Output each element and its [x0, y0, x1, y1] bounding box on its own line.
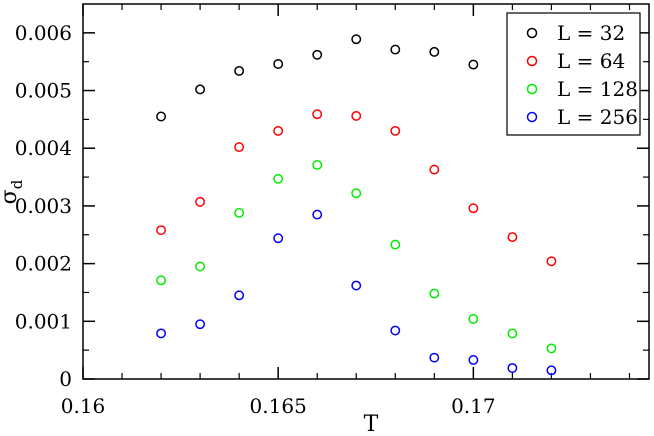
- data-point: [195, 84, 206, 95]
- data-points: [156, 34, 557, 376]
- legend-marker: [526, 111, 538, 123]
- data-point: [156, 111, 167, 122]
- data-point: [429, 288, 440, 299]
- svg-text:σd: σd: [0, 179, 26, 204]
- data-point: [273, 59, 284, 69]
- data-point: [156, 275, 167, 286]
- data-point: [312, 160, 323, 170]
- data-point: [507, 328, 518, 339]
- data-point: [390, 44, 401, 55]
- data-point: [390, 125, 401, 136]
- legend-label: L = 64: [557, 49, 625, 73]
- y-tick-label: 0.006: [15, 21, 72, 45]
- x-axis-label: T: [364, 412, 379, 436]
- legend-label: L = 256: [557, 105, 638, 129]
- data-point: [507, 363, 518, 373]
- data-point: [195, 196, 206, 207]
- x-tick-label: 0.165: [250, 394, 307, 418]
- data-point: [234, 65, 245, 76]
- data-point: [429, 46, 440, 57]
- data-point: [429, 352, 440, 363]
- y-axis-label-subscript: d: [8, 179, 26, 189]
- series-4: [156, 209, 557, 376]
- data-point: [546, 365, 557, 376]
- data-point: [507, 232, 518, 243]
- y-axis-label: σ: [0, 189, 22, 204]
- data-point: [390, 325, 401, 336]
- data-point: [312, 109, 323, 120]
- data-point: [429, 164, 440, 175]
- axis-tick-labels: 0.16 0.165 0.17 0 0.001 0.002 0.003 0.004 0.005 0…: [15, 21, 496, 418]
- data-point: [468, 59, 479, 70]
- y-tick-label: 0.002: [15, 252, 72, 276]
- data-point: [351, 110, 362, 121]
- x-tick-label: 0.17: [451, 394, 496, 418]
- series-3: [156, 160, 557, 354]
- data-point: [273, 233, 284, 244]
- data-point: [156, 225, 167, 236]
- data-point: [156, 328, 167, 339]
- data-point: [468, 314, 479, 324]
- data-point: [546, 343, 557, 354]
- legend-label: L = 128: [557, 77, 638, 101]
- x-tick-label: 0.16: [61, 394, 106, 418]
- data-point: [351, 188, 362, 199]
- legend-marker: [526, 55, 538, 67]
- y-tick-label: 0.004: [15, 136, 72, 160]
- series-1: [156, 34, 479, 122]
- data-point: [312, 49, 323, 60]
- axis-ticks: [82, 4, 649, 380]
- data-point: [195, 319, 206, 330]
- data-point: [546, 256, 557, 267]
- data-point: [468, 203, 479, 214]
- data-point: [234, 207, 245, 218]
- data-point: [390, 239, 401, 250]
- data-point: [351, 34, 362, 45]
- legend-box: [506, 12, 641, 136]
- y-tick-label: 0.005: [15, 79, 72, 103]
- y-tick-label: 0: [59, 367, 72, 391]
- legend-label: L = 32: [557, 21, 625, 45]
- y-axis-label-group: σd: [0, 179, 26, 204]
- y-tick-label: 0.003: [15, 194, 72, 218]
- series-2: [156, 109, 557, 267]
- data-point: [273, 173, 284, 184]
- data-point: [234, 142, 245, 153]
- data-point: [312, 209, 323, 220]
- legend-marker: [526, 83, 538, 95]
- data-point: [351, 280, 362, 291]
- plot-area: [82, 3, 650, 380]
- legend: L = 32 L = 64 L = 128 L = 256: [506, 12, 641, 136]
- data-point: [468, 355, 479, 365]
- legend-marker: [526, 27, 538, 39]
- data-point: [195, 261, 206, 272]
- data-point: [273, 125, 284, 136]
- data-point: [234, 290, 245, 301]
- y-tick-label: 0.001: [15, 309, 72, 333]
